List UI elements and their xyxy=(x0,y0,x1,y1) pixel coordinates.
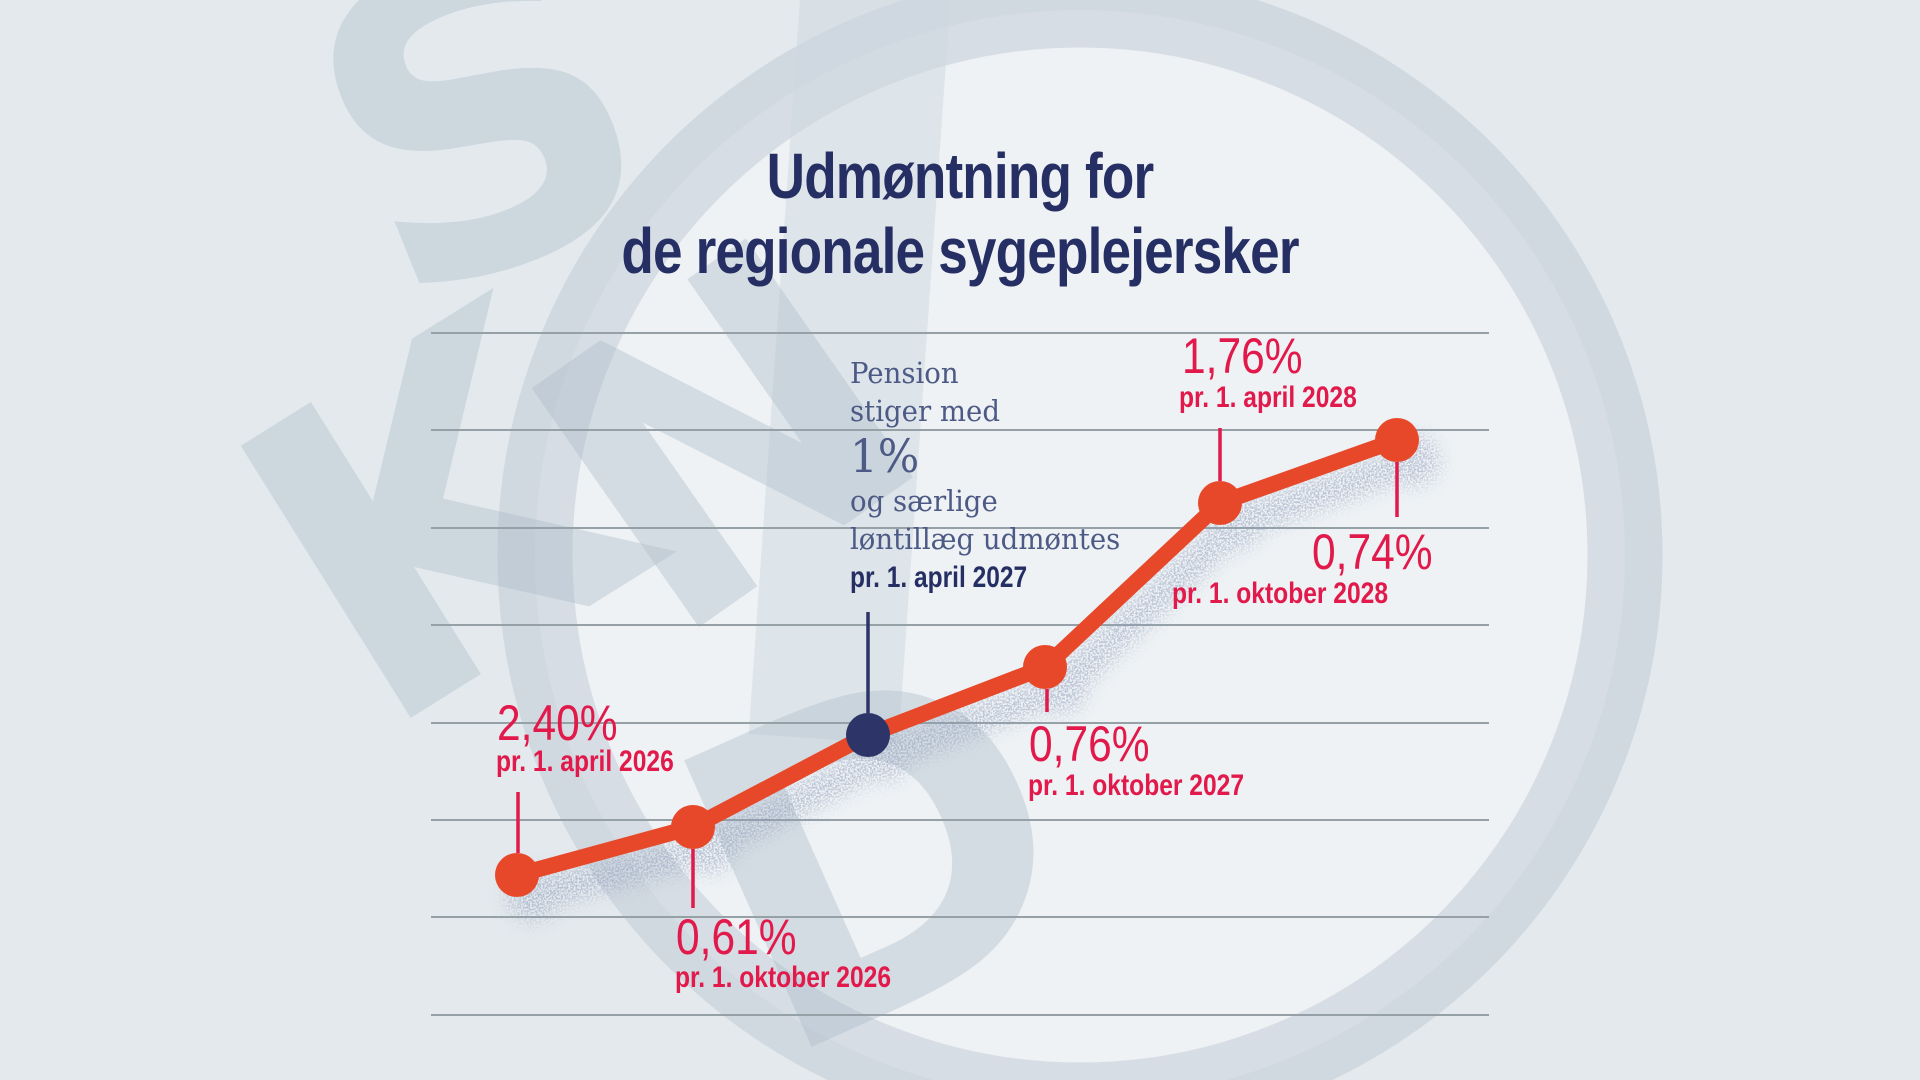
pension-note-line1: Pension xyxy=(850,356,959,390)
line-shadow xyxy=(516,443,1430,912)
pension-note-line3: og særlige xyxy=(850,484,998,518)
pension-note-line4: løntillæg udmøntes xyxy=(850,522,1121,556)
data-point xyxy=(1023,645,1067,689)
date-label: pr. 1. oktober 2026 xyxy=(675,961,892,994)
pct-value: 1,76% xyxy=(1182,328,1303,384)
trend-line xyxy=(509,432,1405,883)
pension-note-highlight: 1% xyxy=(850,429,920,483)
data-point xyxy=(1198,481,1242,525)
date-label: pr. 1. oktober 2028 xyxy=(1172,577,1389,610)
pct-value: 0,76% xyxy=(1029,716,1150,772)
pension-note-line2: stiger med xyxy=(850,394,1000,428)
pension-note: Pension stiger med 1% og særlige løntill… xyxy=(850,354,1120,598)
pct-value: 2,40% xyxy=(497,695,618,751)
data-point xyxy=(1375,418,1419,462)
data-point xyxy=(495,853,539,897)
pct-value: 0,61% xyxy=(676,909,797,965)
data-point xyxy=(671,805,715,849)
date-label: pr. 1. april 2028 xyxy=(1179,381,1357,414)
date-label: pr. 1. april 2026 xyxy=(496,745,674,778)
date-label: pr. 1. oktober 2027 xyxy=(1028,769,1245,802)
data-point xyxy=(846,713,890,757)
chart-title: Udmøntning for de regionale sygeplejersk… xyxy=(163,139,1757,289)
chart-title-line1: Udmøntning for xyxy=(766,139,1155,212)
pct-value: 0,74% xyxy=(1312,524,1433,580)
chart-title-line2: de regionale sygeplejersker xyxy=(621,214,1299,287)
pension-note-date: pr. 1. april 2027 xyxy=(850,561,1028,594)
